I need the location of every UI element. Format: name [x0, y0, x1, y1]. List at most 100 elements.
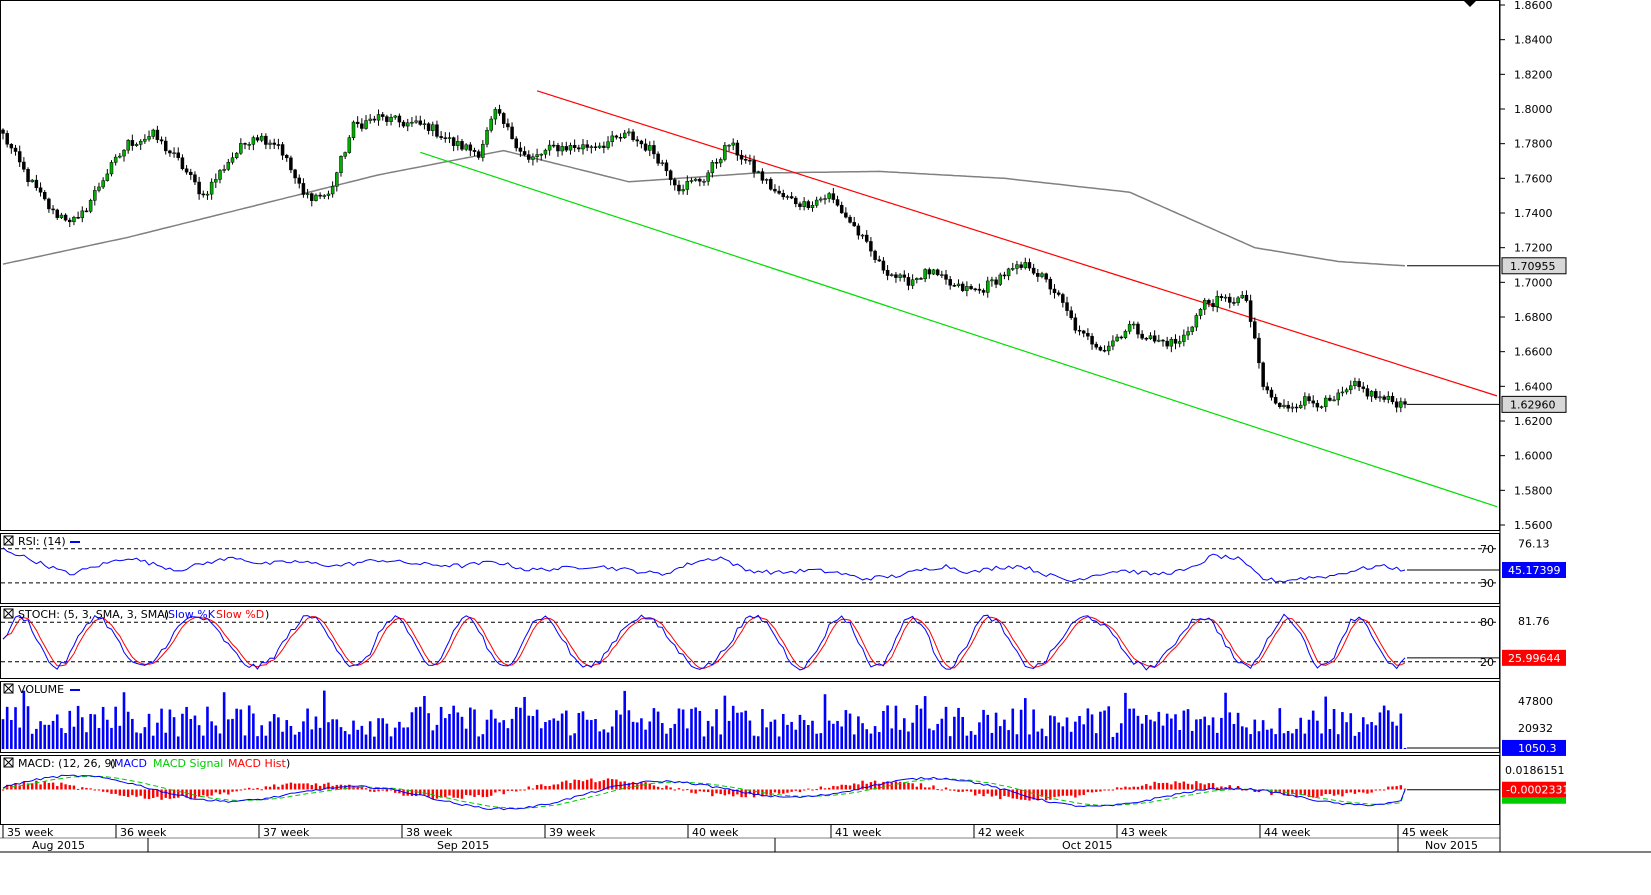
volume-bar — [26, 706, 30, 749]
candle — [222, 164, 226, 173]
week-label: 35 week — [7, 826, 54, 839]
candle-body — [977, 288, 982, 291]
candle — [38, 182, 43, 197]
macd-hist-bar — [377, 789, 380, 792]
candle — [864, 230, 869, 244]
candle-body — [109, 162, 114, 175]
candle-body — [789, 196, 794, 199]
volume-bar — [239, 709, 243, 749]
volume-bar — [752, 735, 756, 749]
candle — [1002, 271, 1007, 280]
macd-hist-bar — [1136, 786, 1140, 790]
price-tick-label: 1.8400 — [1514, 34, 1553, 47]
candle — [439, 131, 443, 141]
macd-hist-bar — [214, 789, 218, 793]
volume-bar — [72, 726, 76, 749]
volume-bar — [1161, 725, 1165, 749]
candle-body — [47, 198, 51, 210]
volume-bar — [823, 694, 827, 749]
candle-body — [180, 157, 185, 170]
volume-bar — [765, 727, 768, 749]
candle — [330, 181, 335, 198]
candle-body — [138, 140, 143, 145]
macd-hist-bar — [523, 789, 526, 791]
candle-body — [414, 120, 418, 123]
macd-hist-bar — [302, 783, 305, 790]
macd-hist-bar — [1078, 789, 1081, 796]
candle-body — [960, 283, 965, 291]
candle-body — [493, 109, 498, 120]
volume-bar — [769, 721, 773, 749]
rsi-header-text: RSI: (14) — [18, 535, 66, 548]
macd-hist-bar — [1291, 789, 1294, 794]
volume-bar — [519, 707, 522, 749]
candle-body — [777, 190, 781, 194]
candle — [919, 276, 923, 280]
candle — [335, 171, 339, 192]
candle — [1023, 257, 1028, 270]
candle-body — [1098, 346, 1103, 351]
candle — [614, 134, 619, 140]
price-tick-label: 1.7800 — [1514, 138, 1553, 151]
macd-hist-bar — [936, 789, 939, 791]
macd-hist-bar — [118, 789, 122, 796]
macd-hist-bar — [1295, 789, 1298, 797]
candle — [698, 177, 702, 187]
candle-body — [122, 149, 126, 157]
macd-hist-bar — [310, 784, 313, 790]
candle — [289, 155, 293, 174]
candle-body — [1261, 362, 1265, 387]
candle-body — [622, 132, 627, 138]
candle — [84, 207, 89, 213]
macd-hist-bar — [832, 785, 835, 790]
macd-header: MACD: (12, 26, 9) — [3, 757, 116, 770]
macd-hist-bar — [318, 785, 322, 790]
candle — [130, 134, 135, 151]
candle — [506, 118, 510, 131]
macd-hist-bar — [1349, 789, 1352, 793]
candle-body — [489, 118, 493, 131]
macd-hist-bar — [690, 789, 693, 793]
candle-body — [264, 135, 268, 145]
candle — [1040, 271, 1044, 279]
volume-bar — [222, 692, 226, 749]
macd-hist-bar — [293, 783, 297, 790]
volume-bar — [143, 727, 147, 749]
volume-bar — [648, 721, 652, 749]
volume-bar — [1186, 709, 1190, 749]
candle-body — [1106, 345, 1111, 352]
candle-body — [1077, 329, 1082, 332]
candle — [860, 233, 865, 240]
candle-body — [969, 286, 973, 290]
macd-hist-bar — [473, 789, 476, 797]
macd-hist-bar — [640, 782, 643, 790]
candle — [656, 151, 660, 166]
candle — [627, 128, 631, 137]
macd-hist-bar — [444, 789, 447, 798]
candle-body — [130, 140, 135, 146]
macd-hist-bar — [489, 789, 493, 796]
volume-bar — [1345, 722, 1348, 749]
candle — [214, 173, 218, 188]
candle — [585, 139, 589, 152]
candle-body — [1244, 294, 1249, 301]
candle — [890, 273, 894, 277]
macd-hist-bar — [193, 789, 197, 799]
macd-hist-bar — [727, 789, 731, 795]
candle — [1102, 345, 1107, 353]
volume-bar — [1361, 717, 1365, 749]
candle-body — [1031, 267, 1036, 274]
candle — [910, 274, 915, 290]
candle — [568, 142, 573, 155]
volume-bar — [55, 714, 59, 749]
candle-body — [1177, 341, 1182, 344]
volume-bar — [101, 706, 105, 749]
volume-bar — [560, 713, 564, 749]
candle-body — [506, 123, 510, 128]
candle — [1323, 395, 1328, 412]
candle-body — [585, 144, 589, 148]
candle-body — [568, 145, 573, 151]
volume-bar — [1190, 730, 1194, 749]
macd-hist-bar — [994, 789, 998, 796]
candle-body — [727, 144, 731, 147]
